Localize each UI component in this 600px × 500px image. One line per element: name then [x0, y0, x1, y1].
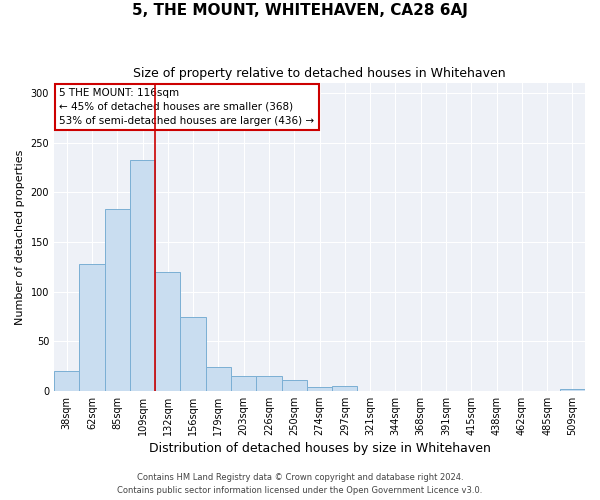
Bar: [155, 272, 181, 391]
Bar: [281, 380, 307, 391]
Y-axis label: Number of detached properties: Number of detached properties: [15, 149, 25, 324]
Bar: [104, 209, 130, 391]
Text: Contains HM Land Registry data © Crown copyright and database right 2024.
Contai: Contains HM Land Registry data © Crown c…: [118, 474, 482, 495]
Text: 5 THE MOUNT: 116sqm
← 45% of detached houses are smaller (368)
53% of semi-detac: 5 THE MOUNT: 116sqm ← 45% of detached ho…: [59, 88, 314, 126]
Bar: [130, 160, 155, 391]
Bar: [206, 367, 231, 391]
Bar: [79, 264, 104, 391]
Bar: [181, 318, 206, 391]
Bar: [560, 389, 585, 391]
Bar: [231, 376, 256, 391]
Bar: [54, 371, 79, 391]
Title: Size of property relative to detached houses in Whitehaven: Size of property relative to detached ho…: [133, 68, 506, 80]
Bar: [332, 386, 358, 391]
Bar: [307, 387, 332, 391]
Bar: [256, 376, 281, 391]
Text: 5, THE MOUNT, WHITEHAVEN, CA28 6AJ: 5, THE MOUNT, WHITEHAVEN, CA28 6AJ: [132, 2, 468, 18]
X-axis label: Distribution of detached houses by size in Whitehaven: Distribution of detached houses by size …: [149, 442, 490, 455]
